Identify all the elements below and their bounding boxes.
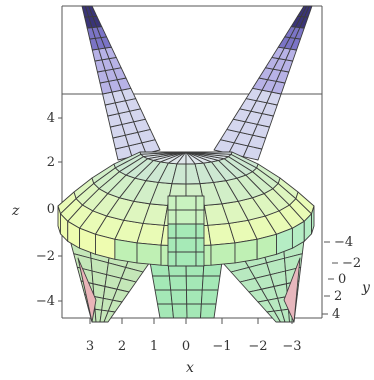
surface-patch-149 xyxy=(304,5,313,18)
surface-patch-246 xyxy=(167,195,177,211)
z-tick-label-3: −2 xyxy=(36,249,55,264)
z-tick-label-2: 0 xyxy=(47,202,55,217)
surface-patch-247 xyxy=(175,195,197,211)
surface-patch-229 xyxy=(185,151,233,155)
surface-patch-54 xyxy=(185,275,204,291)
surface-patch-52 xyxy=(152,275,172,291)
z-tick-label-0: 4 xyxy=(47,111,55,126)
surface-patch-257 xyxy=(195,237,205,253)
surface-patch-245 xyxy=(311,205,315,235)
surface-mesh xyxy=(57,5,315,323)
surface-patch-53 xyxy=(168,275,187,291)
surface-patch-55 xyxy=(201,275,221,291)
y-tick-label-4: 4 xyxy=(332,307,340,322)
surface-patch-61 xyxy=(171,303,188,319)
x-axis-label: x xyxy=(186,360,194,376)
surface-patch-65 xyxy=(283,257,301,323)
surface-patch-59 xyxy=(200,289,219,305)
x-tick-label-1: 2 xyxy=(118,339,126,354)
x-tick-label-0: 3 xyxy=(86,339,94,354)
surface-patch-23 xyxy=(103,310,116,323)
surface-patch-64 xyxy=(77,257,97,323)
surface-patch-239 xyxy=(210,242,236,266)
surface-patch-258 xyxy=(167,251,177,267)
surface-patch-259 xyxy=(175,251,197,267)
x-tick-label-3: 0 xyxy=(182,339,190,354)
z-axis: 4 2 0 −2 −4 xyxy=(36,111,62,309)
x-axis: 3 2 1 0 −1 −2 −3 xyxy=(86,318,302,354)
y-tick-label-1: −2 xyxy=(342,256,361,271)
surface-patch-63 xyxy=(200,303,217,319)
y-tick-label-0: −4 xyxy=(334,235,353,250)
y-axis: −4 −20 2 4 xyxy=(321,235,361,322)
surface-patch-253 xyxy=(175,223,197,239)
surface-patch-56 xyxy=(154,289,173,305)
surface-patch-256 xyxy=(175,237,197,253)
z-axis-label: z xyxy=(11,203,20,219)
y-axis-label: y xyxy=(361,280,371,296)
x-tick-label-2: 1 xyxy=(150,339,158,354)
z-tick-label-4: −4 xyxy=(36,294,55,309)
surface-patch-249 xyxy=(167,209,177,225)
x-tick-label-6: −3 xyxy=(282,339,301,354)
x-tick-label-4: −1 xyxy=(212,339,231,354)
surface-patch-57 xyxy=(170,289,188,305)
surface-patch-240 xyxy=(234,238,258,264)
surface-patch-235 xyxy=(114,238,138,264)
y-tick-label-2: 0 xyxy=(338,272,346,287)
surface-patch-254 xyxy=(195,223,205,239)
surface-patch-251 xyxy=(195,209,205,225)
surface-patch-60 xyxy=(157,303,174,319)
x-tick-label-5: −2 xyxy=(248,339,267,354)
surface-patch-250 xyxy=(175,209,197,225)
surface-patch-236 xyxy=(136,242,162,266)
surface-patch-255 xyxy=(167,237,177,253)
z-tick-label-1: 2 xyxy=(47,155,55,170)
surface-patch-248 xyxy=(195,195,205,211)
surface-patch-62 xyxy=(186,303,202,319)
surface-patch-252 xyxy=(167,223,177,239)
surface-patch-260 xyxy=(195,251,205,267)
y-tick-label-3: 2 xyxy=(334,289,342,304)
surface-patch-107 xyxy=(88,5,98,17)
surface-patch-58 xyxy=(186,289,203,305)
